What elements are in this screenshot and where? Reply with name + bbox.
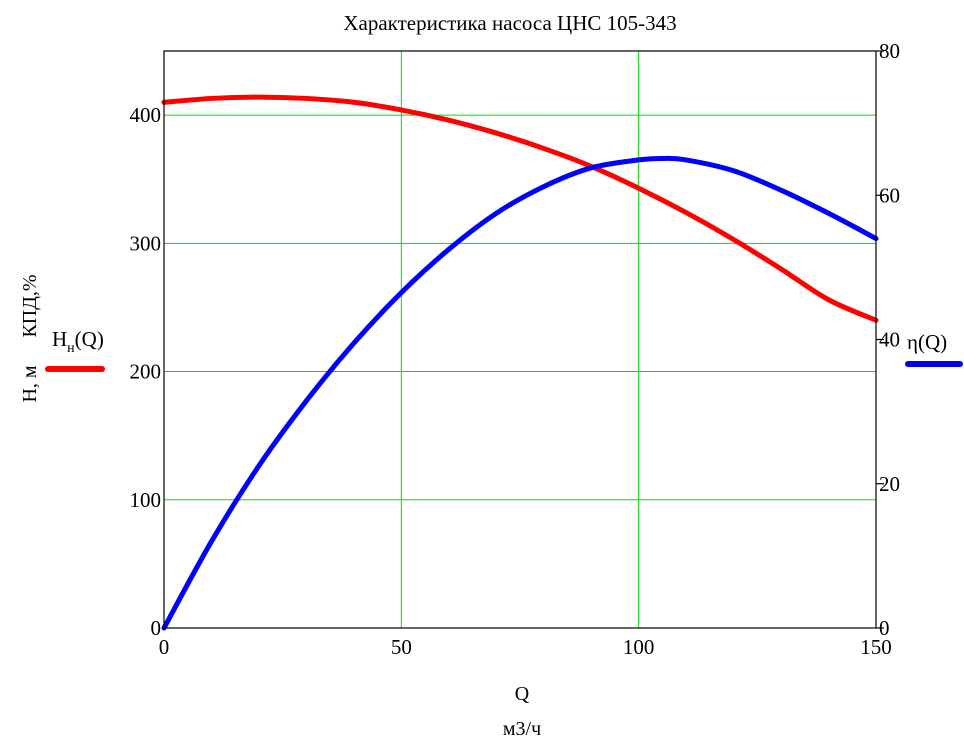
series-line-efficiency xyxy=(161,155,879,631)
y-left-tick-label: 0 xyxy=(151,616,162,640)
y-left-tick-label: 100 xyxy=(130,488,162,512)
legend-h-arg: (Q) xyxy=(75,327,104,351)
y-axis-label-left: H, м xyxy=(19,365,41,402)
x-tick-label: 0 xyxy=(159,635,170,659)
legend-h-label: Hн(Q) xyxy=(52,327,104,356)
x-axis-label: Q xyxy=(515,683,530,705)
y-axis-label-left-extra: КПД,% xyxy=(19,274,41,337)
x-tick-label: 150 xyxy=(860,635,892,659)
y-left-tick-label: 400 xyxy=(130,103,162,127)
legend-right: η(Q) xyxy=(905,330,963,367)
y-right-tick-label: 20 xyxy=(879,472,900,496)
y-right-tick-label: 40 xyxy=(879,328,900,352)
plot-frame xyxy=(163,50,877,629)
y-right-tick-label: 0 xyxy=(879,616,890,640)
grid-lines xyxy=(164,51,876,628)
x-tick-label: 50 xyxy=(391,635,412,659)
x-tick-label: 100 xyxy=(623,635,655,659)
legend-eta-label: η(Q) xyxy=(907,330,947,354)
y-left-tick-label: 300 xyxy=(130,231,162,255)
legend-h-sub: н xyxy=(67,341,75,356)
y-right-tick-label: 60 xyxy=(879,183,900,207)
legend-left: Hн(Q) xyxy=(45,327,105,372)
y-right-tick-label: 80 xyxy=(879,39,900,63)
series-line-head xyxy=(161,94,879,323)
legend-h-name: H xyxy=(52,327,67,351)
series-lines xyxy=(161,94,879,631)
y-left-tick-label: 200 xyxy=(130,360,162,384)
x-axis-unit: м3/ч xyxy=(503,718,541,740)
chart-title: Характеристика насоса ЦНС 105-343 xyxy=(343,11,676,35)
